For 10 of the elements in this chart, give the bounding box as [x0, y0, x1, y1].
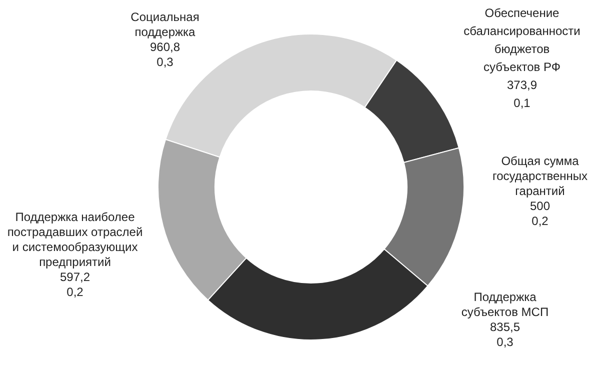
- slice-label: Поддержка субъектов МСП: [461, 290, 549, 320]
- data-label: 960,8 0,3: [150, 40, 180, 70]
- slice-label: Социальная поддержка: [130, 10, 200, 40]
- slice-label: Общая сумма государственных гарантий: [492, 154, 588, 198]
- slice-label: Обеспечение сбалансированности бюджетов субъектов РФ: [464, 6, 580, 74]
- slice-label: Поддержка наиболее пострадавших отраслей и системообразующих предприятий: [7, 210, 143, 270]
- data-label: 373,9 0,1: [506, 78, 538, 110]
- data-label: 835,5 0,3: [490, 320, 520, 350]
- data-label: 597,2 0,2: [60, 270, 90, 300]
- data-label: 500 0,2: [530, 199, 550, 228]
